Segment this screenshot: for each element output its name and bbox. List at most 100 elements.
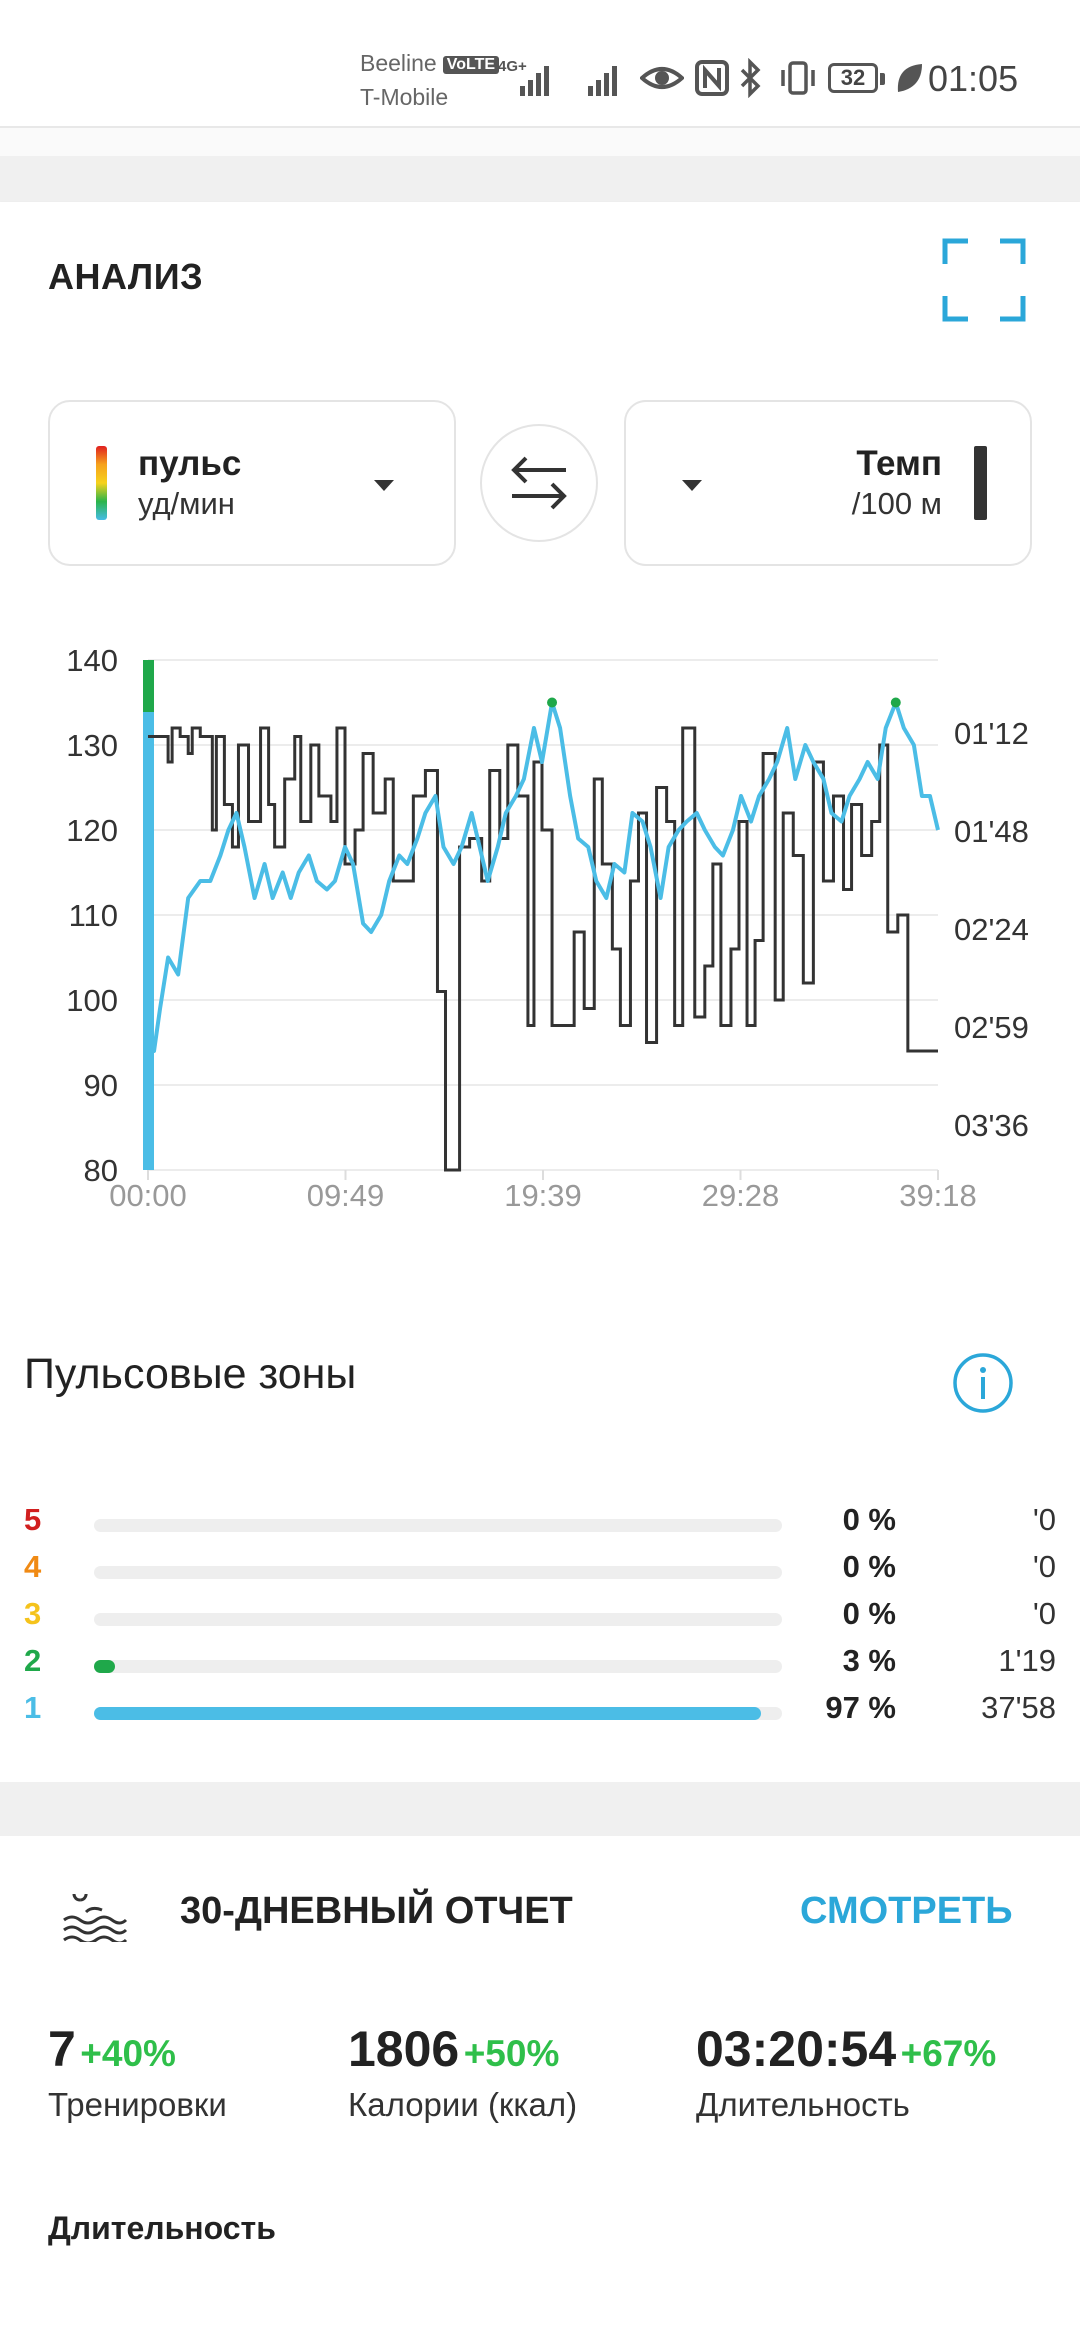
zone-bar-track — [94, 1660, 782, 1673]
y-right-tick-label: 02'24 — [954, 912, 1029, 947]
stat-label: Калории (ккал) — [348, 2086, 578, 2123]
nfc-icon — [694, 58, 730, 103]
heart-rate-color-scale — [96, 446, 107, 520]
x-tick-label: 00:00 — [109, 1178, 187, 1213]
y-left-tick-label: 140 — [66, 643, 118, 678]
stat-value: 03:20:54 — [696, 2021, 897, 2077]
zone-percent: 0 % — [842, 1502, 896, 1537]
stat-delta: +67% — [900, 2033, 997, 2074]
report-title: 30-ДНЕВНЫЙ ОТЧЕТ — [180, 1890, 573, 1932]
zone-percent: 97 % — [825, 1690, 896, 1725]
stat-label: Длительность — [696, 2086, 910, 2123]
carrier-1-label: Beeline — [360, 50, 437, 76]
zone-time: '0 — [1032, 1502, 1056, 1537]
leaf-icon — [894, 58, 924, 103]
pace-color-indicator — [974, 446, 987, 520]
y-right-tick-label: 01'48 — [954, 814, 1029, 849]
y-left-tick-label: 100 — [66, 983, 118, 1018]
x-tick-label: 19:39 — [504, 1178, 582, 1213]
left-metric-selector[interactable]: пульс уд/мин — [48, 400, 456, 566]
eye-icon — [639, 58, 685, 103]
duration-section-label: Длительность — [48, 2210, 276, 2246]
right-metric-unit: /100 м — [851, 486, 942, 521]
zone-time: '0 — [1032, 1596, 1056, 1631]
x-tick-label: 29:28 — [702, 1178, 780, 1213]
heart-rate-series-line — [148, 700, 940, 1053]
zone-bar-track — [94, 1566, 782, 1579]
top-divider — [0, 126, 1080, 158]
status-bar: Beeline VoLTE T-Mobile 4G+ 32 01:05 — [0, 0, 1080, 126]
pace-series-line — [148, 726, 938, 1172]
info-icon[interactable] — [952, 1352, 1014, 1414]
y-left-tick-label: 130 — [66, 728, 118, 763]
y-left-tick-label: 80 — [84, 1153, 118, 1188]
signal-icon — [584, 58, 624, 103]
expand-icon[interactable] — [942, 238, 1026, 322]
heart-rate-zone2-point — [890, 697, 901, 708]
analysis-title: АНАЛИЗ — [48, 256, 204, 297]
stat-duration: 03:20:54 +67% Длительность — [696, 2020, 996, 2124]
zone-time: 37'58 — [981, 1690, 1056, 1725]
stat-delta: +40% — [80, 2033, 176, 2074]
right-metric-title: Темп — [856, 444, 942, 483]
zone-percent: 3 % — [842, 1643, 896, 1678]
stat-label: Тренировки — [48, 2086, 227, 2123]
heart-rate-zones-title: Пульсовые зоны — [24, 1350, 357, 1398]
y-right-tick-label: 01'12 — [954, 716, 1029, 751]
stat-workouts: 7 +40% Тренировки — [48, 2020, 227, 2124]
carrier-2-label: T-Mobile — [360, 84, 449, 110]
y-left-tick-label: 120 — [66, 813, 118, 848]
volte-badge: VoLTE — [442, 56, 500, 74]
y-left-tick-label: 110 — [69, 898, 118, 933]
section-gap — [0, 156, 1080, 202]
zone-percent: 0 % — [842, 1596, 896, 1631]
zone-percent: 0 % — [842, 1549, 896, 1584]
y-right-tick-label: 03'36 — [954, 1108, 1029, 1143]
network-type-label: 4G+ — [498, 58, 527, 75]
battery-indicator: 32 — [828, 63, 885, 93]
carrier-1: Beeline VoLTE — [360, 50, 500, 77]
zone-bar-track — [94, 1707, 782, 1720]
zone-bar-track — [94, 1613, 782, 1626]
chevron-down-icon — [374, 480, 394, 491]
swap-metrics-button[interactable] — [480, 424, 598, 542]
analysis-chart[interactable]: 140 130 120 110 100 90 80 01'12 01'48 02'24 02'59 0… — [0, 630, 1080, 1230]
y-left-tick-label: 90 — [84, 1068, 118, 1103]
waves-icon — [62, 1886, 128, 1945]
zone-number: 2 — [24, 1643, 42, 1678]
zone-number: 1 — [24, 1690, 42, 1725]
vibrate-icon — [778, 58, 818, 103]
clock: 01:05 — [928, 58, 1019, 99]
zone-time: '0 — [1032, 1549, 1056, 1584]
zone-number: 4 — [24, 1549, 42, 1584]
swap-arrows-icon — [511, 456, 567, 510]
zone-row-2: 2 3 % 1'19 — [0, 1643, 1080, 1689]
x-tick-label: 39:18 — [899, 1178, 977, 1213]
bluetooth-icon — [738, 57, 764, 103]
zone-row-3: 3 0 % '0 — [0, 1596, 1080, 1642]
start-marker-bar — [143, 660, 154, 1170]
zone-number: 3 — [24, 1596, 42, 1631]
zone-time: 1'19 — [998, 1643, 1056, 1678]
left-metric-unit: уд/мин — [138, 486, 235, 521]
x-tick-label: 09:49 — [307, 1178, 385, 1213]
zone-bar-fill — [94, 1660, 115, 1673]
heart-rate-zone2-point — [547, 697, 558, 708]
chevron-down-icon — [682, 480, 702, 491]
y-right-tick-label: 02'59 — [954, 1010, 1029, 1045]
zone-row-5: 5 0 % '0 — [0, 1502, 1080, 1548]
zone-row-1: 1 97 % 37'58 — [0, 1690, 1080, 1736]
zone-row-4: 4 0 % '0 — [0, 1549, 1080, 1595]
view-report-link[interactable]: СМОТРЕТЬ — [800, 1890, 1013, 1932]
zone-bar-fill — [94, 1707, 762, 1720]
stat-value: 7 — [48, 2021, 76, 2077]
stat-delta: +50% — [463, 2033, 560, 2074]
stat-calories: 1806 +50% Калории (ккал) — [348, 2020, 577, 2124]
chart-canvas: 140 130 120 110 100 90 80 01'12 01'48 02'24 02'59 0… — [66, 643, 1029, 1213]
section-gap-2 — [0, 1782, 1080, 1836]
zone-number: 5 — [24, 1502, 42, 1537]
zone-bar-track — [94, 1519, 782, 1532]
right-metric-selector[interactable]: Темп /100 м — [624, 400, 1032, 566]
left-metric-title: пульс — [138, 444, 242, 483]
start-marker-zone2 — [143, 660, 154, 712]
